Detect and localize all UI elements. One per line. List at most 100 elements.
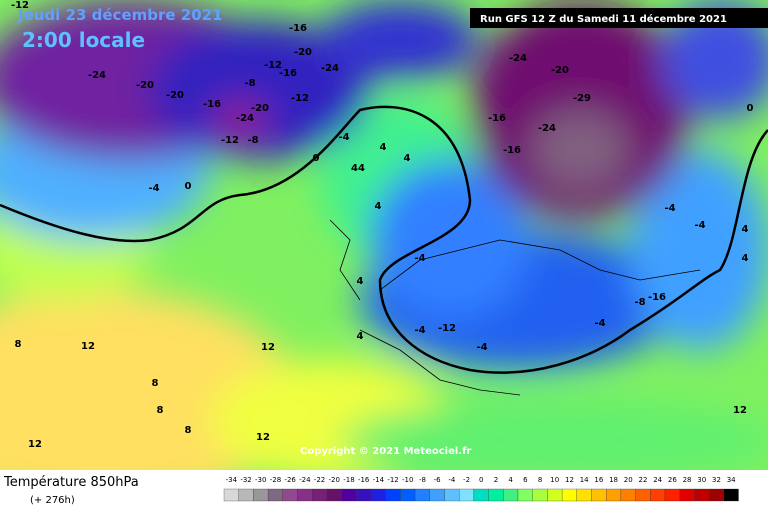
scale-swatch: [503, 488, 519, 502]
scale-label: 8: [538, 476, 542, 484]
scale-swatch: [591, 488, 607, 502]
copyright: Copyright © 2021 Meteociel.fr: [300, 446, 471, 457]
scale-label: 24: [653, 476, 662, 484]
scale-swatch: [635, 488, 651, 502]
scale-label: 30: [697, 476, 706, 484]
contour-label: -20: [551, 65, 569, 76]
contour-label: -16: [279, 68, 297, 79]
scale-label: -30: [255, 476, 266, 484]
scale-label: -2: [463, 476, 470, 484]
contour-label: -20: [166, 90, 184, 101]
scale-label: -34: [226, 476, 238, 484]
scale-label: 28: [683, 476, 692, 484]
contour-label: -16: [488, 113, 506, 124]
contour-label: -4: [694, 220, 705, 231]
scale-label: -10: [402, 476, 413, 484]
contour-label: -24: [88, 70, 106, 81]
scale-label: -24: [299, 476, 311, 484]
color-scale: -34 -32 -30 -28 -26 -24 -22 -20 -18 -16 -14 -12 -10-…: [223, 476, 739, 502]
contour-label: 8: [15, 339, 22, 350]
contour-label: -4: [414, 325, 425, 336]
scale-swatch: [473, 488, 489, 502]
run-box: [470, 8, 768, 28]
scale-swatch: [561, 488, 577, 502]
scale-swatch: [253, 488, 269, 502]
scale-label: 10: [550, 476, 559, 484]
scale-swatch: [708, 488, 724, 502]
scale-swatch: [414, 488, 430, 502]
contour-label: -4: [664, 203, 675, 214]
contour-label: -20: [136, 80, 154, 91]
run-info: Run GFS 12 Z du Samedi 11 décembre 2021: [480, 13, 727, 25]
scale-label: -22: [314, 476, 325, 484]
scale-swatch: [694, 488, 710, 502]
scale-swatch: [223, 488, 239, 502]
scale-swatch: [282, 488, 298, 502]
scale-label: 2: [494, 476, 498, 484]
scale-swatch: [547, 488, 563, 502]
scale-label: 4: [508, 476, 513, 484]
contour-label: -8: [247, 135, 258, 146]
scale-swatch: [664, 488, 680, 502]
scale-label: -20: [329, 476, 340, 484]
scale-swatch: [370, 488, 386, 502]
scale-swatch: [459, 488, 475, 502]
scale-swatch: [429, 488, 445, 502]
scale-swatch: [576, 488, 592, 502]
scale-swatch: [532, 488, 548, 502]
scale-label: -12: [387, 476, 398, 484]
scale-label: -14: [373, 476, 385, 484]
scale-label: -26: [284, 476, 296, 484]
scale-label: -4: [448, 476, 456, 484]
contour-label: -12: [291, 93, 309, 104]
contour-label: 44: [351, 163, 365, 174]
contour-label: 4: [357, 331, 364, 342]
contour-label: -4: [414, 253, 425, 264]
scale-swatch: [444, 488, 460, 502]
contour-label: 8: [185, 425, 192, 436]
scale-label: 12: [565, 476, 574, 484]
contour-label: -20: [294, 47, 312, 58]
contour-label: 0: [185, 181, 192, 192]
contour-label: -12: [221, 135, 239, 146]
scale-swatch: [400, 488, 416, 502]
contour-label: 0: [313, 153, 320, 164]
scale-swatch: [679, 488, 695, 502]
scale-swatch: [517, 488, 533, 502]
scale-label: -18: [343, 476, 354, 484]
contour-label: -16: [289, 23, 307, 34]
contour-label: 8: [152, 378, 159, 389]
contour-label: -4: [594, 318, 605, 329]
scale-label: 34: [727, 476, 736, 484]
contour-label: 12: [81, 341, 95, 352]
contour-label: -12: [438, 323, 456, 334]
contour-label: 8: [157, 405, 164, 416]
contour-label: -8: [634, 297, 645, 308]
contour-label: 12: [733, 405, 747, 416]
scale-swatch: [267, 488, 283, 502]
scale-label: -28: [270, 476, 281, 484]
contour-labels: -12-24-20-20-16-20-24-12-8-24-20-16-12-1…: [11, 0, 754, 450]
scale-swatch: [723, 488, 739, 502]
legend-title: Température 850hPa: [3, 475, 139, 490]
scale-label: -32: [240, 476, 251, 484]
contour-label: 4: [742, 253, 749, 264]
contour-label: -8: [244, 78, 255, 89]
scale-swatch: [312, 488, 328, 502]
scale-label: 32: [712, 476, 721, 484]
contour-label: 4: [404, 153, 411, 164]
contour-label: -24: [538, 123, 556, 134]
contour-label: -12: [11, 0, 29, 11]
scale-label: 16: [594, 476, 603, 484]
contour-label: 12: [261, 342, 275, 353]
scale-swatch: [326, 488, 342, 502]
contour-label: 12: [28, 439, 42, 450]
scale-label: 26: [668, 476, 677, 484]
contour-label: -12: [264, 60, 282, 71]
scale-swatch: [488, 488, 504, 502]
scale-swatch: [297, 488, 313, 502]
contour-label: 4: [357, 276, 364, 287]
contour-label: -24: [509, 53, 527, 64]
